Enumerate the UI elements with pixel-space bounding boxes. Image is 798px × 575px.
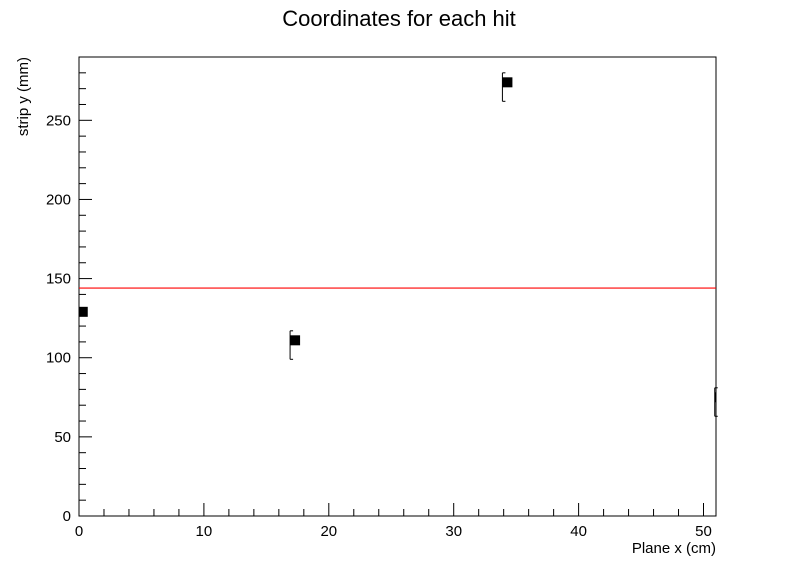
data-point [501,72,513,102]
y-tick-label: 200 [46,191,71,208]
axis-ticks: 0 10 20 30 40 50 0 50 100 150 200 250 [46,56,712,540]
x-tick-label: 40 [570,523,587,540]
y-tick-label: 50 [54,429,71,446]
x-tick-label: 10 [196,523,213,540]
y-axis-label: strip y (mm) [15,57,32,136]
y-tick-label: 0 [63,508,71,525]
data-point [289,330,301,360]
y-tick-label: 100 [46,350,71,367]
y-tick-label: 250 [46,112,71,129]
point-marker [714,392,716,403]
plot-frame [78,56,717,517]
data-point [79,306,88,317]
data-point [714,387,718,417]
x-tick-label: 50 [695,523,712,540]
point-marker [290,335,301,346]
data-points [79,72,718,417]
x-axis-label: Plane x (cm) [632,540,716,557]
point-marker [79,306,88,317]
x-tick-label: 20 [320,523,337,540]
x-tick-label: 0 [75,523,83,540]
point-marker [502,77,513,88]
y-tick-label: 150 [46,271,71,288]
x-tick-label: 30 [445,523,462,540]
chart-title: Coordinates for each hit [282,6,516,31]
